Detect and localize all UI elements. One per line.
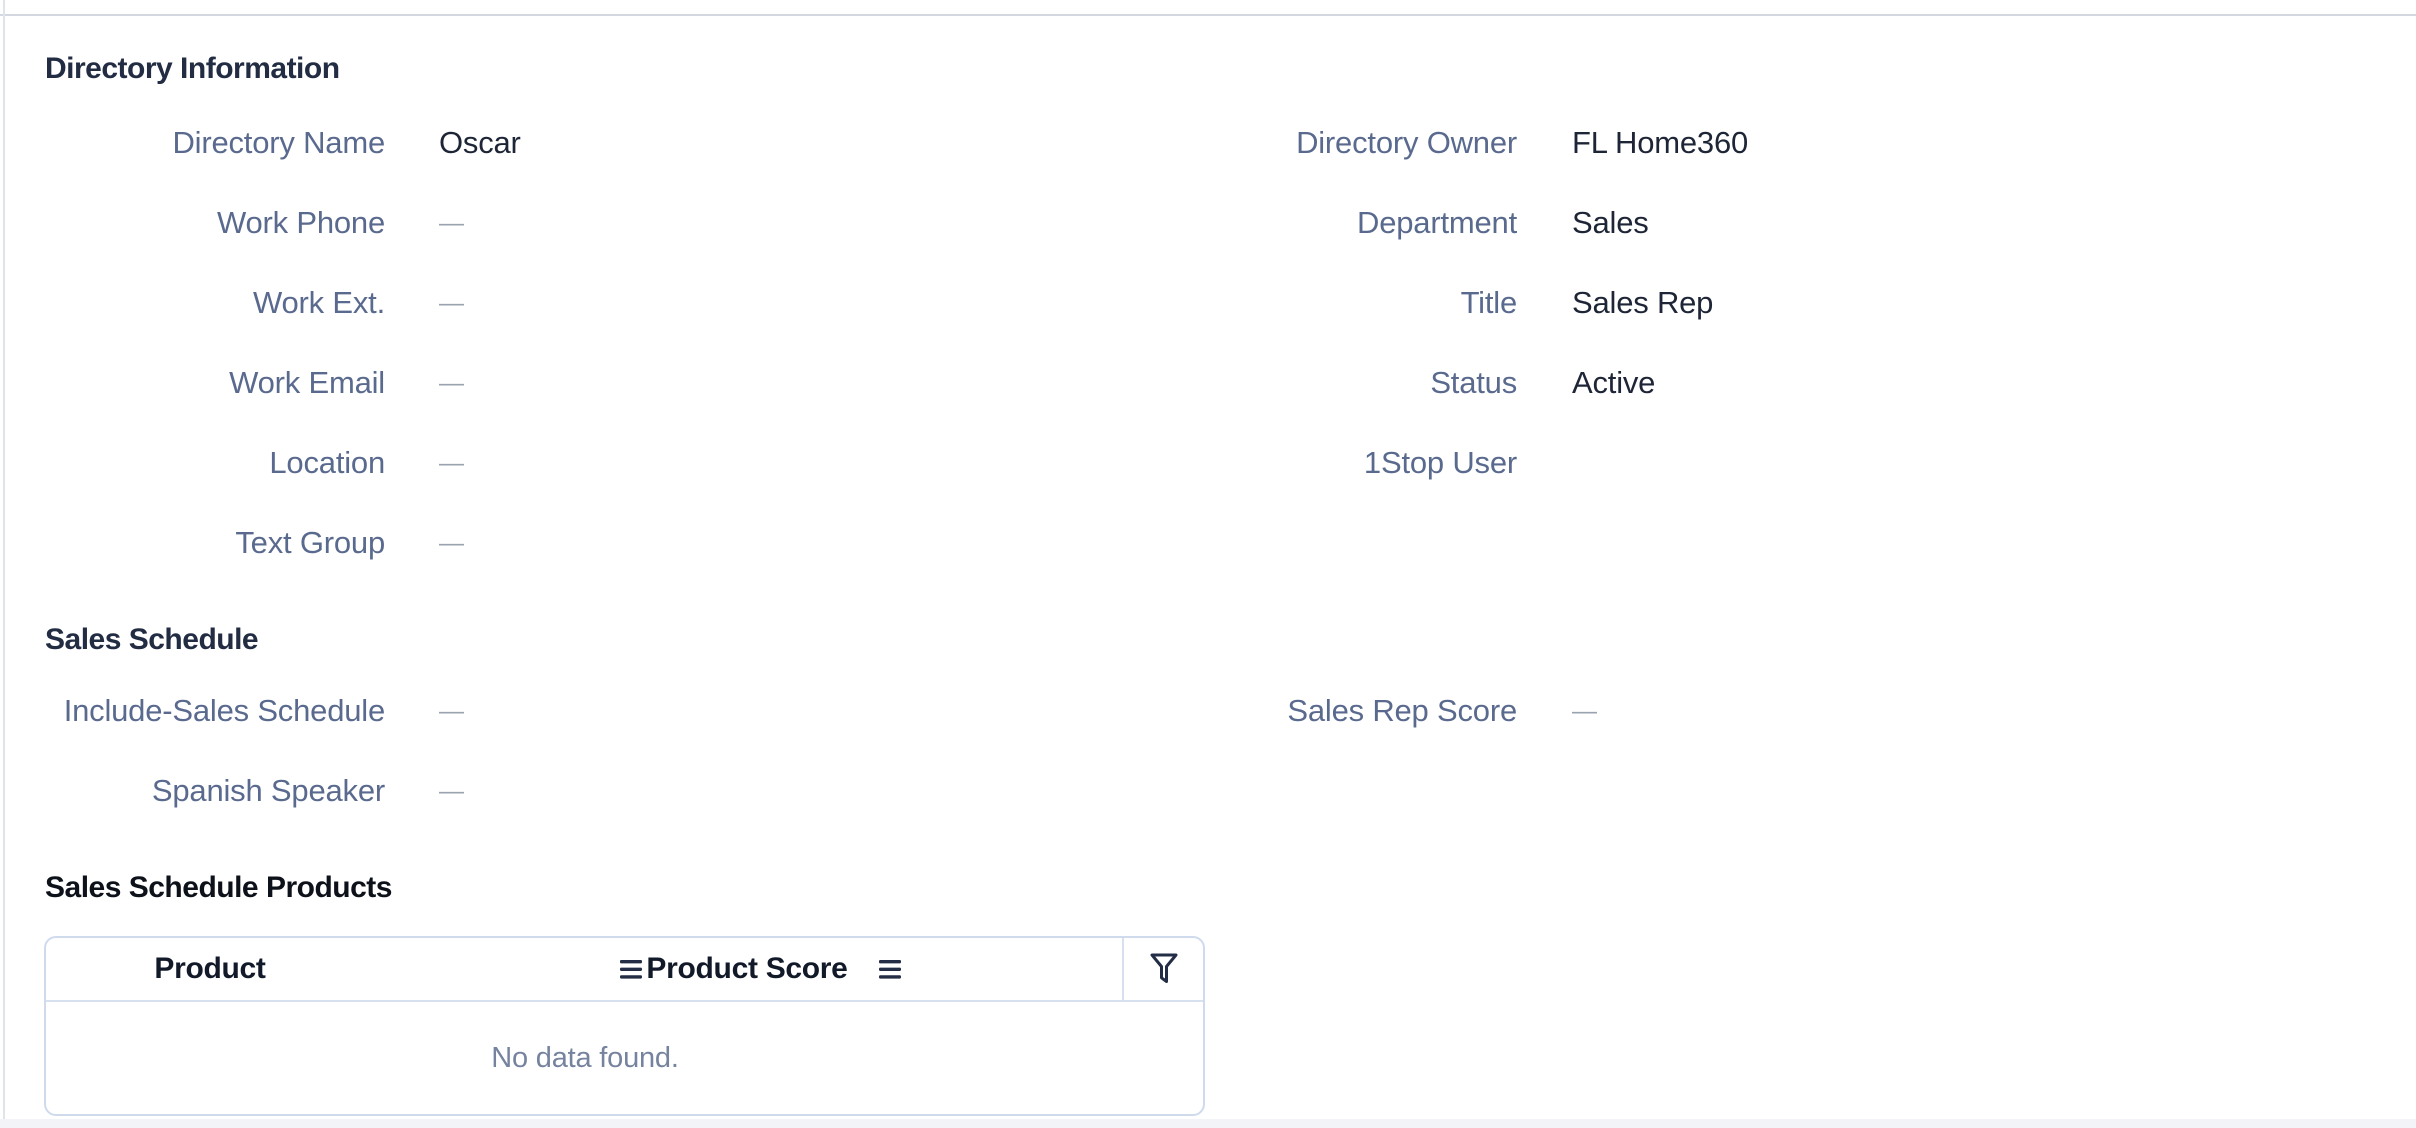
table-filter-cell (1122, 938, 1203, 1000)
field-value-sales-rep-score: — (1572, 697, 1597, 725)
section-title-directory-information: Directory Information (45, 52, 340, 85)
field-row: Department Sales (0, 200, 2416, 246)
field-value-status: Active (1572, 365, 1656, 400)
field-label-work-phone: Work Phone (216, 205, 385, 240)
column-menu-icon[interactable] (619, 938, 643, 1000)
field-value-work-ext: — (439, 289, 464, 317)
field-label-1stop-user: 1Stop User (1363, 445, 1517, 480)
field-row: Work Ext. — (0, 280, 2416, 326)
field-value-work-email: — (439, 369, 464, 397)
field-label-department: Department (1357, 205, 1517, 240)
page-bottom-strip (0, 1119, 2416, 1128)
field-value-include-sales-schedule: — (439, 697, 464, 725)
field-label-spanish-speaker: Spanish Speaker (151, 773, 385, 808)
field-value-directory-name: Oscar (439, 125, 521, 160)
table-body: No data found. (46, 1002, 1124, 1114)
field-row: Title Sales Rep (0, 280, 2416, 326)
sales-schedule-products-table: Product Product Score (44, 936, 1205, 1116)
column-header-product[interactable]: Product (74, 938, 346, 1000)
section-title-sales-schedule-products: Sales Schedule Products (45, 871, 392, 904)
field-value-title: Sales Rep (1572, 285, 1714, 320)
column-header-product-score[interactable]: Product Score (609, 938, 885, 1000)
field-label-work-ext: Work Ext. (253, 285, 385, 320)
field-value-department: Sales (1572, 205, 1649, 240)
panel-top-border (0, 14, 2416, 16)
field-row: Directory Name Oscar (0, 120, 2416, 166)
field-value-directory-owner: FL Home360 (1572, 125, 1749, 160)
field-value-text-group: — (439, 529, 464, 557)
column-menu-icon[interactable] (878, 938, 902, 1000)
field-label-directory-owner: Directory Owner (1296, 125, 1517, 160)
field-row: Text Group — (0, 520, 2416, 566)
field-value-spanish-speaker: — (439, 777, 464, 805)
table-header-row: Product Product Score (46, 938, 1203, 1002)
field-row: Directory Owner FL Home360 (0, 120, 2416, 166)
field-row: Status Active (0, 360, 2416, 406)
field-row: Include-Sales Schedule — (0, 688, 2416, 734)
menu-icon (879, 959, 901, 979)
field-row: Work Email — (0, 360, 2416, 406)
field-value-location: — (439, 449, 464, 477)
field-label-directory-name: Directory Name (172, 125, 385, 160)
field-row: Sales Rep Score — (0, 688, 2416, 734)
panel-left-border (3, 0, 5, 1119)
field-label-work-email: Work Email (229, 365, 385, 400)
field-label-text-group: Text Group (235, 525, 385, 560)
field-row: Work Phone — (0, 200, 2416, 246)
field-label-status: Status (1430, 365, 1517, 400)
field-value-work-phone: — (439, 209, 464, 237)
field-label-sales-rep-score: Sales Rep Score (1287, 693, 1517, 728)
field-row: Location — (0, 440, 2416, 486)
field-label-include-sales-schedule: Include-Sales Schedule (63, 693, 386, 728)
field-row: Spanish Speaker — (0, 768, 2416, 814)
no-data-message: No data found. (491, 1041, 679, 1074)
field-row: 1Stop User (0, 440, 2416, 486)
section-title-sales-schedule: Sales Schedule (45, 623, 259, 656)
field-label-title: Title (1460, 285, 1518, 320)
filter-funnel-icon[interactable] (1148, 952, 1180, 986)
menu-icon (620, 959, 642, 979)
field-label-location: Location (269, 445, 385, 480)
